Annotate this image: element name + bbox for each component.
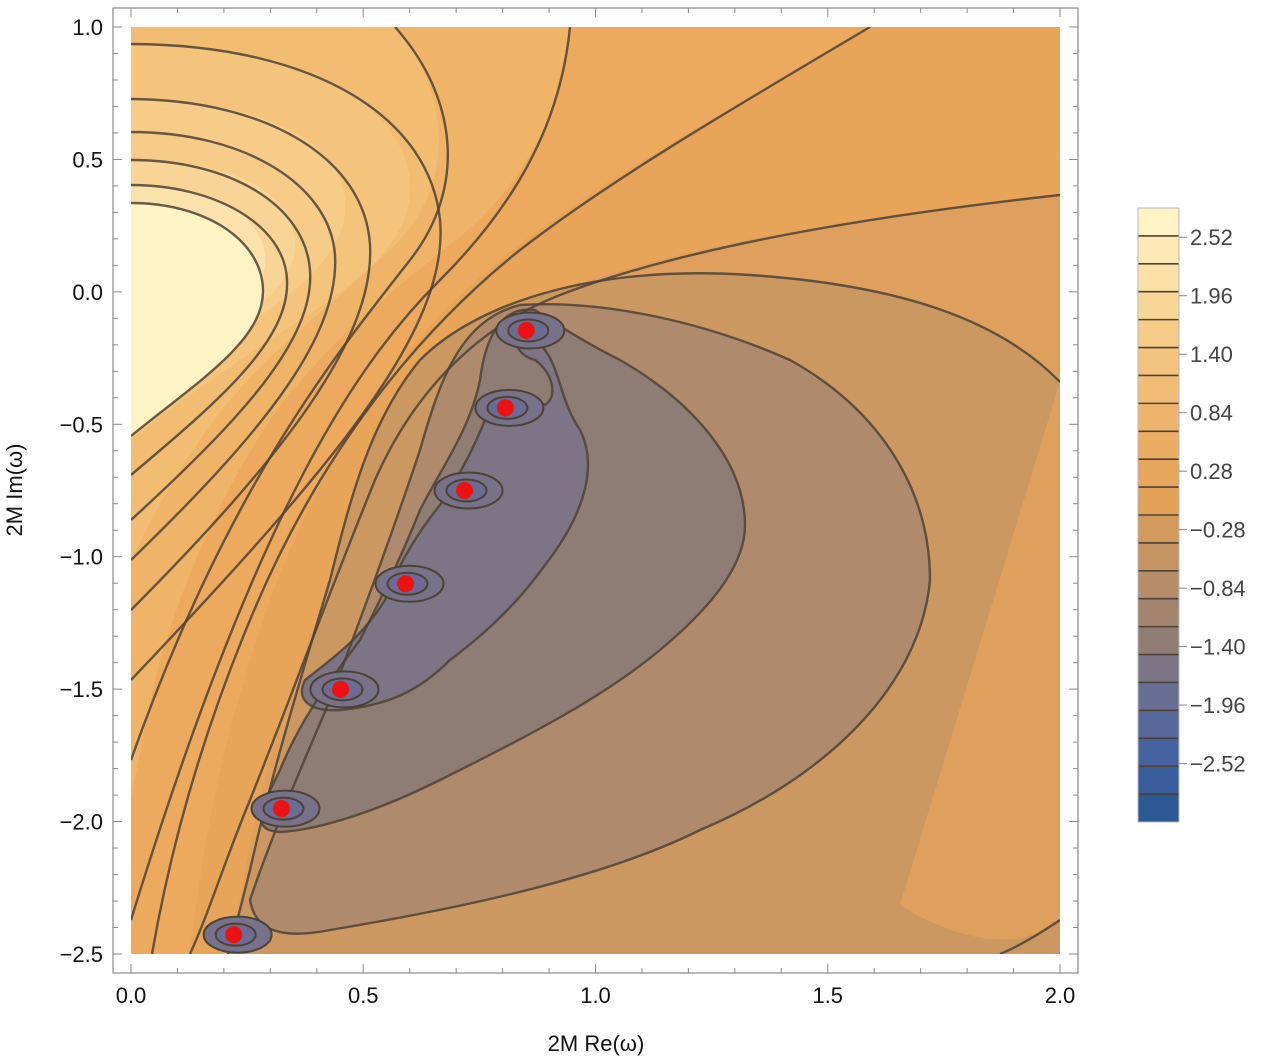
legend-swatch — [1138, 738, 1179, 767]
contour-line — [131, 183, 289, 476]
x-tick-label: 2.0 — [1045, 983, 1076, 1008]
qnm-marker — [272, 800, 290, 818]
x-tick-label: 1.0 — [580, 983, 611, 1008]
x-tick-label: 0.0 — [116, 983, 147, 1008]
contour-fill-region — [131, 203, 264, 436]
y-tick-labels: 1.0 0.5 0.0 −0.5 −1.0 −1.5 −2.0 −2.5 — [60, 15, 103, 967]
contour-lines — [131, 27, 1060, 954]
legend-label: −1.40 — [1190, 635, 1246, 660]
legend-swatch — [1138, 403, 1179, 432]
legend-swatch — [1138, 347, 1179, 376]
qnm-marker — [517, 322, 535, 340]
legend-label: 1.40 — [1190, 342, 1233, 367]
contour-line — [131, 27, 449, 761]
legend-swatch — [1138, 682, 1179, 711]
x-tick-label: 1.5 — [812, 983, 843, 1008]
contour-line — [131, 97, 372, 611]
contour-line — [131, 201, 265, 437]
legend-swatch — [1138, 375, 1179, 404]
legend-swatch — [1138, 291, 1179, 321]
y-tick-label: −0.5 — [60, 412, 103, 437]
qnm-marker — [397, 575, 415, 593]
plot-region — [131, 27, 1060, 954]
y-tick-label: −2.0 — [60, 810, 103, 835]
legend-swatch — [1138, 766, 1179, 795]
colorbar-legend: 2.52 1.96 1.40 0.84 0.28 −0.28 −0.84 −1.40 −1.96… — [1137, 207, 1246, 823]
legend-swatch — [1138, 794, 1179, 823]
contour-line — [131, 130, 337, 561]
contour-line — [999, 919, 1060, 954]
legend-swatch — [1138, 598, 1179, 628]
legend-label: −1.96 — [1190, 693, 1246, 718]
contour-line — [150, 27, 871, 954]
legend-swatch — [1138, 626, 1179, 656]
legend-swatch — [1138, 235, 1179, 265]
x-tick-label: 0.5 — [348, 983, 379, 1008]
contour-line — [226, 272, 1060, 954]
legend-swatch — [1138, 515, 1179, 544]
marker-rings — [202, 311, 566, 954]
legend-frame — [1137, 207, 1180, 823]
legend-swatch — [1138, 319, 1179, 349]
x-tick-labels: 0.0 0.5 1.0 1.5 2.0 — [116, 983, 1076, 1008]
y-axis-label: 2M Im(ω) — [2, 444, 27, 537]
legend-label: 1.96 — [1190, 284, 1233, 309]
legend-swatch — [1138, 487, 1179, 516]
y-tick-label: −1.5 — [60, 677, 103, 702]
legend-swatch — [1138, 654, 1179, 683]
legend-swatch — [1138, 570, 1179, 600]
legend-label: 0.28 — [1190, 459, 1233, 484]
axis-ticks — [113, 8, 1078, 973]
y-tick-label: 1.0 — [72, 15, 103, 40]
legend-label: 2.52 — [1190, 225, 1233, 250]
y-tick-label: −2.5 — [60, 942, 103, 967]
y-tick-label: 0.0 — [72, 280, 103, 305]
legend-swatch — [1138, 431, 1179, 460]
contour-line — [131, 27, 572, 921]
contour-line — [131, 158, 312, 521]
qnm-marker — [456, 482, 474, 499]
qnm-marker — [225, 926, 243, 944]
legend-label: −0.28 — [1190, 518, 1246, 543]
qnm-marker — [496, 399, 514, 417]
x-axis-label: 2M Re(ω) — [548, 1031, 645, 1056]
legend-label: −2.52 — [1190, 752, 1246, 777]
y-tick-label: −1.0 — [60, 545, 103, 570]
legend-label: 0.84 — [1190, 401, 1233, 426]
legend-swatch — [1138, 208, 1179, 237]
legend-swatch — [1138, 459, 1179, 488]
contour-line — [188, 193, 1060, 954]
legend-swatch — [1138, 542, 1179, 572]
qnm-marker — [331, 680, 349, 698]
qnm-markers — [225, 322, 535, 944]
legend-label: −0.84 — [1190, 576, 1246, 601]
y-tick-label: 0.5 — [72, 147, 103, 172]
legend-swatch — [1138, 263, 1179, 293]
legend-swatch — [1138, 710, 1179, 739]
